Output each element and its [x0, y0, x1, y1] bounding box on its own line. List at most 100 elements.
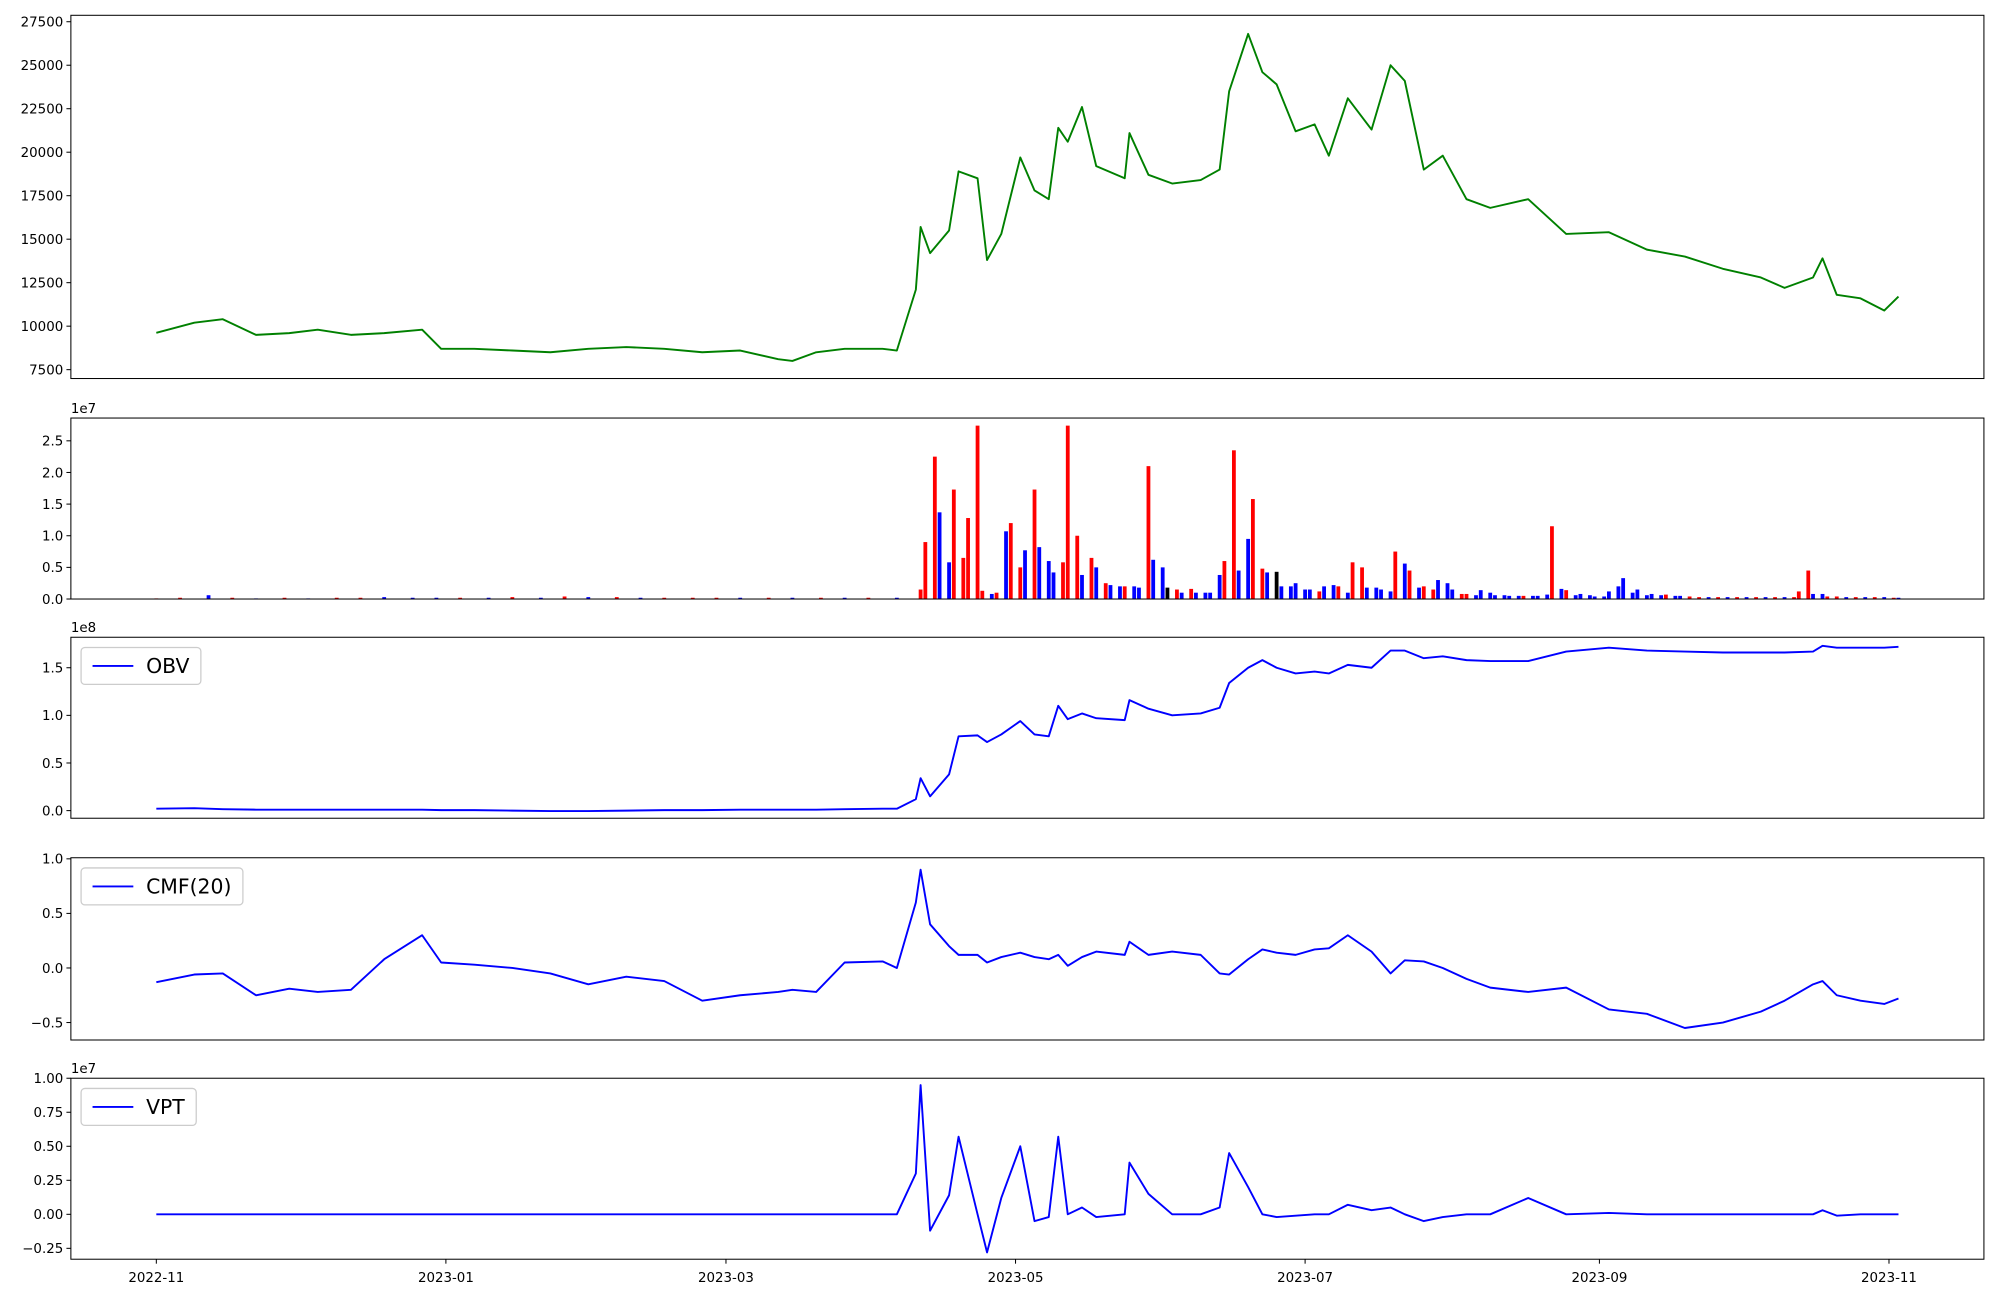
y-tick-label: 1.00	[33, 1072, 63, 1087]
volume-bar	[1037, 547, 1042, 600]
x-tick-label: 2023-11	[1861, 1271, 1917, 1286]
volume-bar	[662, 597, 667, 600]
volume-bar	[1122, 586, 1127, 600]
volume-bar	[714, 597, 719, 600]
volume-bar	[1032, 489, 1037, 600]
volume-bar	[866, 597, 871, 600]
volume-bar	[486, 597, 491, 600]
volume-bar	[1796, 591, 1801, 600]
y-tick-label: 10000	[21, 320, 64, 335]
volume-bar	[1322, 586, 1326, 600]
volume-bar	[1834, 596, 1839, 600]
y-tick-label: 0.0	[42, 593, 63, 608]
volume-bar	[1179, 592, 1184, 600]
volume-bar	[947, 562, 951, 600]
volume-bar	[966, 518, 970, 600]
axes-frame	[70, 14, 1985, 380]
volume-bar	[1061, 562, 1065, 600]
volume-bar	[1863, 597, 1868, 600]
volume-bar	[1659, 595, 1664, 600]
y-tick-label: 25000	[21, 59, 64, 74]
legend-label: CMF(20)	[146, 874, 231, 898]
volume-bar	[1521, 595, 1526, 600]
volume-bar	[1288, 586, 1293, 600]
y-tick-label: 1.0	[42, 530, 63, 545]
y-tick-label: 1.0	[42, 853, 63, 868]
y-tick-label: 0.0	[42, 962, 63, 977]
axes-frame	[70, 636, 1985, 819]
volume-bar	[1208, 592, 1213, 600]
volume-bar	[1307, 589, 1312, 600]
y-tick-label: 20000	[21, 146, 64, 161]
volume-bar	[1217, 574, 1222, 600]
axis-offset-label: 1e8	[71, 621, 96, 636]
volume-bar	[1008, 523, 1013, 600]
volume-bar	[923, 542, 928, 600]
volume-bar	[1203, 592, 1208, 600]
volume-bar	[1706, 597, 1711, 600]
volume-bar	[1459, 593, 1464, 600]
volume-bar	[1488, 592, 1493, 600]
data-line	[156, 1084, 1899, 1254]
volume-bar	[1507, 595, 1512, 600]
volume-bar	[1075, 535, 1080, 600]
volume-bar	[1103, 583, 1108, 600]
volume-bar	[1773, 597, 1777, 600]
volume-bar	[1018, 567, 1023, 600]
volume-bar	[1260, 568, 1265, 600]
volume-bar	[1478, 590, 1483, 600]
volume-bar	[1687, 596, 1692, 600]
y-tick-label: 1.0	[42, 709, 63, 724]
volume-bar	[1222, 561, 1227, 600]
volume-bar	[1350, 562, 1355, 600]
volume-bar	[1118, 586, 1122, 600]
volume-bar	[1194, 592, 1198, 600]
volume-bar	[1616, 586, 1621, 600]
x-tick-label: 2022-11	[128, 1271, 184, 1286]
y-tick-label: 0.0	[42, 804, 63, 819]
volume-bar	[1137, 587, 1141, 600]
volume-bar	[975, 425, 980, 600]
volume-bar	[1559, 588, 1564, 600]
y-tick-label: −0.5	[31, 1016, 63, 1031]
volume-bar	[1303, 589, 1307, 600]
volume-bar	[1825, 596, 1830, 600]
volume-bar	[1436, 580, 1440, 600]
volume-bar	[1673, 595, 1678, 600]
volume-bar	[1250, 499, 1255, 600]
volume-bar	[230, 597, 235, 600]
y-tick-label: 0.5	[42, 561, 63, 576]
volume-bar	[334, 597, 339, 600]
volume-bar	[1844, 597, 1849, 600]
volume-bar	[819, 597, 823, 600]
volume-bar	[206, 595, 211, 600]
volume-bar	[1607, 591, 1611, 600]
volume-bar	[614, 597, 619, 600]
volume-bar	[1246, 538, 1251, 600]
data-line	[156, 32, 1900, 362]
volume-bar	[1853, 597, 1858, 600]
volume-bar	[638, 597, 643, 600]
volume-bar	[178, 597, 182, 600]
volume-bar	[410, 597, 415, 600]
volume-bar	[1550, 526, 1554, 600]
volume-bar	[1872, 597, 1877, 600]
volume-bar	[1407, 570, 1412, 600]
volume-bar	[1445, 583, 1450, 600]
volume-bar	[951, 489, 956, 600]
volume-bar	[1364, 587, 1369, 600]
volume-bar	[1588, 595, 1592, 600]
volume-bar	[1379, 589, 1383, 600]
axis-offset-label: 1e7	[71, 1062, 96, 1077]
volume-bar	[1649, 593, 1654, 600]
volume-bar	[1393, 551, 1398, 600]
volume-bar	[1663, 594, 1668, 600]
volume-bar	[1474, 595, 1478, 600]
volume-bar	[994, 592, 999, 600]
volume-bar	[1236, 570, 1241, 600]
y-tick-label: 0.75	[33, 1106, 63, 1121]
volume-bar	[1089, 557, 1094, 600]
volume-bar	[1806, 570, 1811, 600]
volume-bar	[1630, 592, 1635, 600]
